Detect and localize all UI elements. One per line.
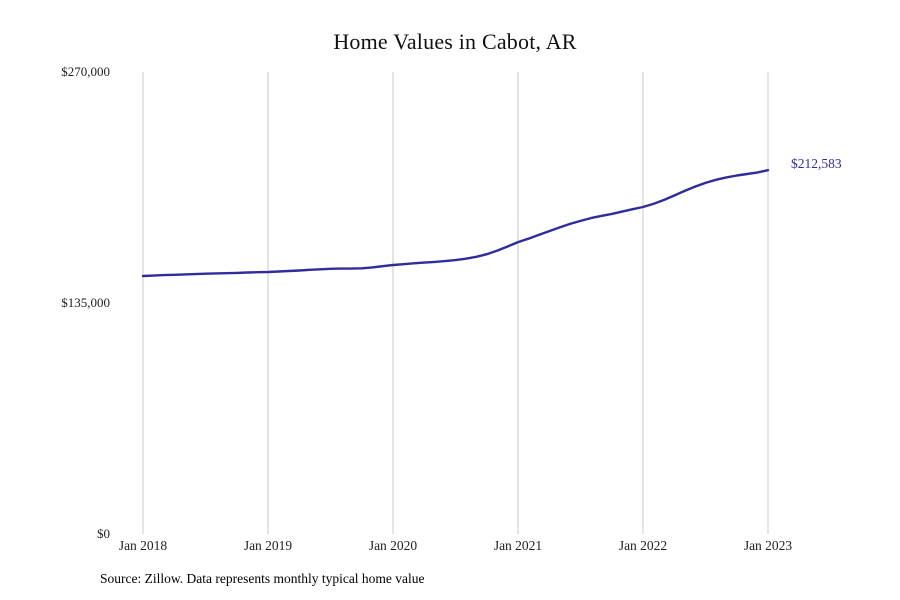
y-axis-label-0: $0: [97, 526, 110, 541]
x-axis-label-jan-2022: Jan 2022: [618, 538, 668, 553]
home-value-line: [141, 168, 770, 278]
x-axis-label-jan-2023: Jan 2023: [743, 538, 793, 553]
chart-title: Home Values in Cabot, AR: [333, 29, 577, 54]
x-axis-label-jan-2020: Jan 2020: [368, 538, 418, 553]
x-axis-label-jan-2018: Jan 2018: [118, 538, 168, 553]
x-axis-label-jan-2019: Jan 2019: [243, 538, 293, 553]
y-axis-label-135000: $135,000: [61, 295, 110, 310]
latest-value-label: $212,583: [791, 156, 842, 171]
x-axis-label-jan-2021: Jan 2021: [493, 538, 543, 553]
source-note: Source: Zillow. Data represents monthly …: [100, 571, 425, 586]
y-axis-label-270000: $270,000: [61, 64, 110, 79]
